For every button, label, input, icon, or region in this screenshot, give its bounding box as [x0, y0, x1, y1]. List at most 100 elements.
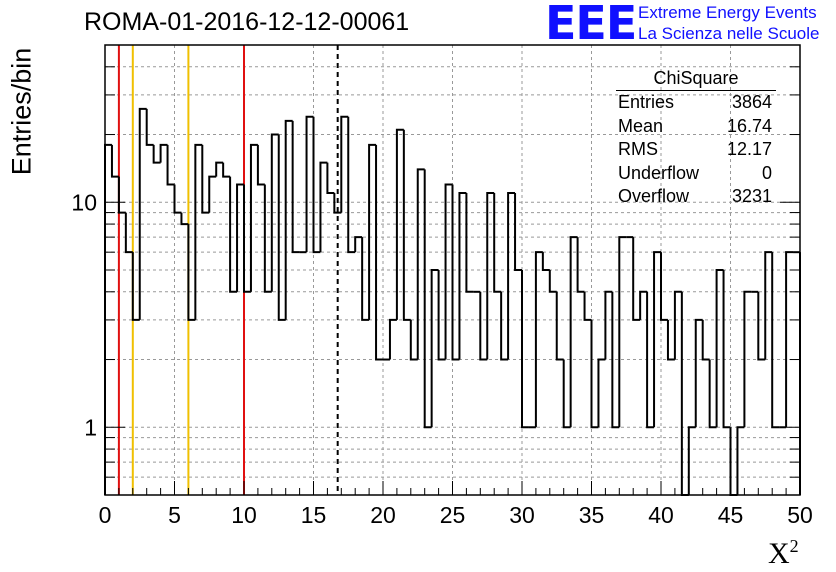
histogram-bin [270, 133, 279, 292]
histogram-bin [569, 236, 578, 428]
x-tick-label: 5 [168, 502, 181, 528]
stats-row-mean: Mean 16.74 [612, 115, 772, 139]
stats-title: ChiSquare [616, 68, 776, 91]
histogram-bin [618, 236, 627, 428]
histogram-bin [583, 291, 592, 321]
histogram-bin [646, 291, 655, 429]
stats-label: Underflow [618, 162, 700, 183]
histogram-bin [722, 270, 731, 429]
stats-value: 16.74 [726, 115, 772, 136]
histogram-bin [785, 251, 794, 428]
x-tick-label: 25 [440, 502, 466, 528]
histogram-bin [159, 143, 168, 163]
histogram-bin [388, 318, 397, 360]
histogram-bin [597, 358, 606, 428]
histogram-bin [444, 183, 453, 360]
histogram-bin [451, 184, 460, 361]
histogram-bin [291, 120, 300, 254]
histogram-bin [277, 134, 286, 321]
stats-box: ChiSquare Entries 3864 Mean 16.74 RMS 12.17… [612, 68, 776, 209]
histogram-bin [361, 237, 370, 321]
stats-label: Entries [618, 92, 675, 112]
histogram-bin [215, 161, 224, 177]
histogram-bin [500, 291, 509, 361]
x-tick-label: 45 [718, 502, 744, 528]
stats-value: 0 [761, 162, 772, 183]
histogram-bin [340, 115, 349, 213]
histogram-bin [263, 184, 272, 293]
histogram-bin [305, 115, 314, 253]
y-axis-label: Entries/bin [6, 47, 37, 176]
histogram-bin [493, 192, 502, 293]
histogram-bin [347, 116, 356, 254]
stats-label: RMS [618, 139, 658, 159]
histogram-bin [117, 176, 126, 214]
x-axis-label-superscript: 2 [789, 536, 799, 556]
histogram-bin [771, 252, 780, 429]
histogram-bin [208, 175, 217, 213]
x-tick-label: 30 [509, 502, 535, 528]
axes-layer: 0 5 10 15 20 25 30 35 40 45 50 1 10 [71, 44, 813, 528]
stats-label: Mean [618, 115, 664, 136]
histogram-bin [715, 269, 724, 428]
y-tick-label: 10 [71, 189, 97, 215]
histogram-bin [680, 291, 689, 496]
stats-row-overflow: Overflow 3231 [612, 185, 772, 209]
histogram-bin [736, 426, 745, 495]
histogram-bin [757, 291, 766, 361]
histogram-bin [611, 291, 620, 429]
histogram-bin [764, 251, 773, 360]
stats-value: 3231 [731, 186, 772, 206]
histogram-bin [521, 270, 529, 429]
histogram-bin [555, 291, 564, 361]
histogram-bin [458, 191, 467, 360]
histogram-bin [639, 290, 648, 320]
x-tick-label: 50 [787, 502, 813, 528]
histogram-bin [660, 252, 668, 321]
histogram-bin [666, 319, 675, 361]
x-axis-label-symbol: Χ [768, 537, 790, 570]
histogram-bin [152, 144, 161, 164]
chart-title: ROMA-01-2016-12-12-00061 [84, 8, 410, 36]
histogram-bin [333, 192, 342, 214]
x-tick-label: 20 [370, 502, 396, 528]
histogram-bin [465, 192, 474, 293]
histogram-bin [319, 161, 328, 253]
histogram-bin [312, 116, 321, 254]
histogram-bin [229, 176, 238, 293]
stats-label: Overflow [618, 186, 690, 206]
stats-row-entries: Entries 3864 [612, 91, 772, 115]
histogram-bin [368, 143, 377, 320]
stats-row-rms: RMS 12.17 [612, 138, 772, 162]
histogram-bin [423, 169, 432, 429]
stats-row-underflow: Underflow 0 [612, 162, 772, 186]
stats-value: 3864 [731, 92, 772, 112]
histogram-bin [180, 212, 189, 226]
histogram-bin [375, 144, 383, 361]
histogram-bin [590, 319, 599, 429]
histogram-bin [124, 212, 133, 254]
histogram-bin [395, 128, 404, 320]
logo-subtitle-1: Extreme Energy Events [638, 3, 817, 22]
histogram-bin [576, 237, 585, 293]
histogram-bin [402, 129, 411, 321]
histogram-bin [194, 143, 203, 320]
histogram-bin [145, 108, 154, 146]
x-tick-label: 10 [231, 502, 257, 528]
histogram-bin [743, 290, 752, 428]
histogram-bin [708, 359, 717, 429]
eee-logo: EEE [545, 0, 637, 50]
x-tick-label: 15 [301, 502, 327, 528]
histogram-bin [507, 191, 516, 360]
histogram-bin [514, 192, 522, 271]
x-tick-label: 40 [648, 502, 674, 528]
histogram-bin [256, 144, 265, 186]
histogram-bin [354, 236, 363, 253]
histogram-bin [534, 251, 543, 428]
histogram-bin [243, 184, 251, 293]
y-tick-label: 1 [84, 414, 97, 440]
x-axis-label: Χ2 [768, 536, 799, 571]
histogram-bin [604, 290, 613, 360]
histogram-bin [326, 162, 335, 194]
